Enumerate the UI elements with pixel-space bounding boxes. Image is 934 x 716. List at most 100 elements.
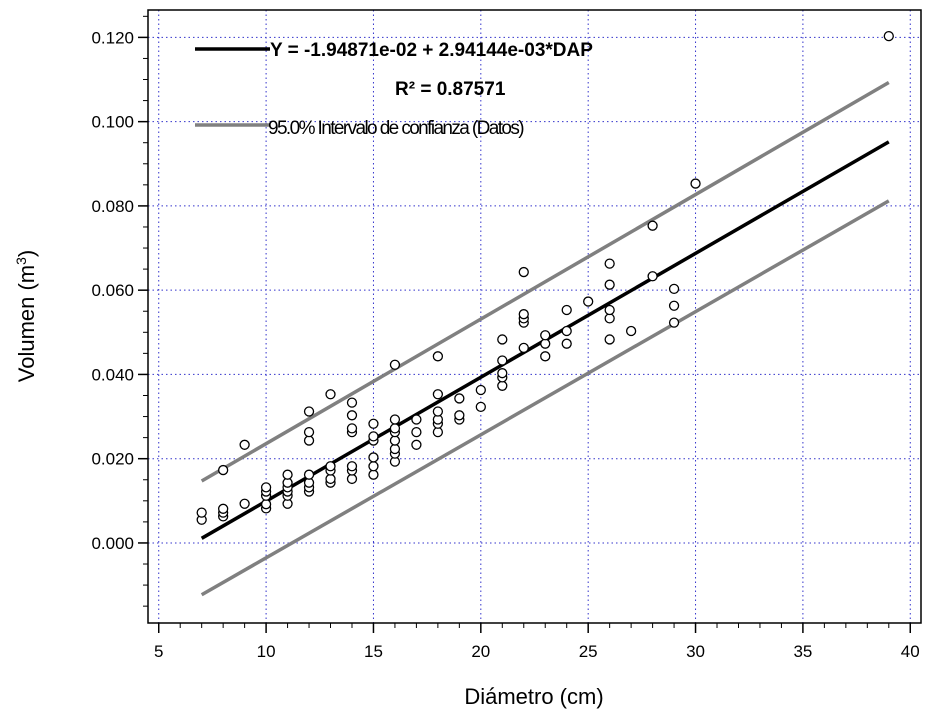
- data-point: [411, 414, 422, 425]
- data-point: [454, 410, 465, 421]
- data-point: [625, 325, 637, 337]
- data-point: [647, 220, 658, 231]
- x-tick-label: 35: [793, 642, 812, 661]
- data-point: [389, 443, 401, 455]
- data-point: [497, 334, 508, 345]
- data-point: [196, 507, 207, 518]
- x-tick-label: 30: [686, 642, 705, 661]
- data-point: [604, 334, 615, 345]
- legend-band-label: 95.0% Intervalo de confianza (Datos): [268, 118, 524, 139]
- y-axis-title-superscript: 3: [13, 257, 29, 265]
- data-point: [239, 498, 250, 509]
- y-tick-label: 0.080: [91, 197, 134, 216]
- data-point: [668, 283, 680, 295]
- data-point: [389, 435, 401, 446]
- data-point: [432, 389, 444, 400]
- data-point: [411, 426, 422, 438]
- data-point: [604, 304, 615, 316]
- data-point: [368, 469, 379, 480]
- data-point: [325, 461, 336, 472]
- data-point: [239, 439, 250, 450]
- data-point: [604, 258, 615, 269]
- data-point: [604, 313, 615, 324]
- data-point: [346, 410, 358, 421]
- data-points: [196, 30, 894, 525]
- data-point: [518, 342, 529, 354]
- data-point: [432, 351, 444, 362]
- data-point: [260, 482, 272, 493]
- y-tick-label: 0.060: [91, 281, 134, 300]
- data-point: [368, 452, 379, 463]
- data-point: [411, 439, 422, 450]
- data-point: [561, 304, 572, 316]
- x-axis-ticks: 5 10 15 20 25 30 35 40: [154, 623, 920, 661]
- data-point: [475, 401, 486, 413]
- data-point: [432, 426, 444, 438]
- data-point: [540, 338, 551, 349]
- grid-lines: [148, 10, 921, 623]
- y-tick-label: 0.040: [91, 365, 134, 384]
- y-axis-title-end: ): [14, 250, 39, 257]
- data-point: [368, 461, 379, 472]
- y-tick-label: 0.100: [91, 113, 134, 132]
- data-point: [218, 464, 229, 476]
- legend-fit-label: Y = -1.94871e-02 + 2.94144e-03*DAP: [270, 40, 593, 61]
- data-point: [303, 435, 315, 446]
- data-point: [325, 389, 336, 400]
- data-point: [303, 426, 315, 438]
- data-point: [303, 406, 315, 417]
- x-tick-label: 10: [257, 642, 276, 661]
- data-point: [583, 296, 594, 307]
- data-point: [690, 178, 701, 189]
- data-point: [368, 418, 379, 429]
- data-point: [647, 271, 658, 282]
- y-axis-title-main: Volumen (m: [14, 265, 39, 382]
- x-tick-label: 15: [364, 642, 383, 661]
- data-point: [497, 380, 508, 391]
- x-tick-label: 5: [154, 642, 163, 661]
- legend-r2-label: R² = 0.87571: [395, 79, 506, 100]
- x-tick-label: 40: [901, 642, 920, 661]
- data-point: [518, 266, 529, 278]
- data-point: [540, 351, 551, 362]
- y-tick-label: 0.020: [91, 450, 134, 469]
- data-point: [540, 330, 551, 341]
- data-point: [346, 397, 358, 408]
- data-point: [497, 355, 508, 366]
- y-tick-label: 0.000: [91, 534, 134, 553]
- x-tick-label: 25: [579, 642, 598, 661]
- data-point: [883, 30, 894, 42]
- data-point: [475, 384, 486, 396]
- data-point: [346, 461, 358, 472]
- y-axis-title: Volumen (m3): [13, 250, 39, 383]
- data-point: [389, 423, 401, 434]
- x-tick-label: 20: [471, 642, 490, 661]
- data-point: [668, 300, 680, 311]
- legend: Y = -1.94871e-02 + 2.94144e-03*DAP R² = …: [195, 40, 593, 139]
- data-point: [282, 469, 293, 480]
- x-axis-title: Diámetro (cm): [464, 684, 603, 709]
- data-point: [432, 406, 444, 417]
- data-point: [260, 499, 272, 510]
- confidence-bands: [200, 80, 890, 597]
- plot-frame: [147, 9, 922, 624]
- data-point: [303, 469, 315, 480]
- data-point: [346, 423, 358, 434]
- y-tick-label: 0.120: [91, 28, 134, 47]
- data-point: [561, 325, 572, 337]
- data-point: [218, 503, 229, 514]
- lower-confidence-line: [200, 199, 890, 597]
- data-point: [561, 338, 572, 349]
- y-axis-ticks: 0.000 0.020 0.040 0.060 0.080 0.100 0.120: [91, 15, 148, 607]
- data-point: [668, 317, 680, 328]
- data-point: [368, 431, 379, 442]
- data-point: [454, 393, 465, 404]
- data-point: [325, 473, 336, 485]
- data-point: [389, 359, 401, 370]
- data-point: [497, 368, 508, 379]
- data-point: [389, 414, 401, 425]
- data-point: [604, 279, 615, 290]
- data-point: [346, 473, 358, 485]
- upper-confidence-line: [200, 80, 890, 483]
